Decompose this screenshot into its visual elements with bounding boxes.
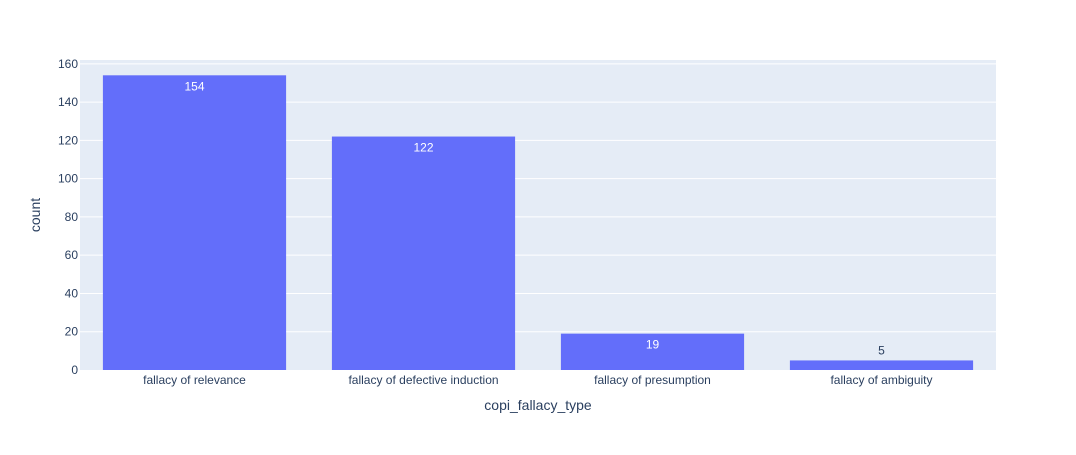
x-tick-label: fallacy of defective induction: [348, 373, 498, 387]
y-tick-label: 100: [58, 172, 78, 186]
y-axis-title: count: [27, 198, 43, 232]
y-tick-label: 140: [58, 95, 78, 109]
bars: 154 122 19 5: [102, 75, 974, 370]
bar-value-label: 19: [646, 338, 660, 352]
bar-value-label: 154: [184, 79, 204, 93]
bar-value-label: 122: [413, 141, 433, 155]
bar[interactable]: [102, 75, 287, 370]
x-tick-label: fallacy of ambiguity: [830, 373, 932, 387]
bar[interactable]: [560, 333, 745, 370]
y-tick-label: 40: [65, 286, 79, 300]
y-tick-label: 80: [65, 210, 79, 224]
y-axis-ticks: 0 20 40 60 80 100 120 140 160: [58, 57, 78, 377]
x-axis-ticks: fallacy of relevance fallacy of defective…: [143, 373, 932, 387]
x-tick-label: fallacy of presumption: [594, 373, 711, 387]
y-tick-label: 160: [58, 57, 78, 71]
bar[interactable]: [789, 360, 974, 370]
bar-value-label: 5: [878, 343, 885, 357]
x-tick-label: fallacy of relevance: [143, 373, 246, 387]
y-tick-label: 60: [65, 248, 79, 262]
bar[interactable]: [331, 136, 516, 370]
y-tick-label: 20: [65, 325, 79, 339]
y-tick-label: 0: [71, 363, 78, 377]
x-axis-title: copi_fallacy_type: [484, 397, 592, 413]
y-tick-label: 120: [58, 133, 78, 147]
